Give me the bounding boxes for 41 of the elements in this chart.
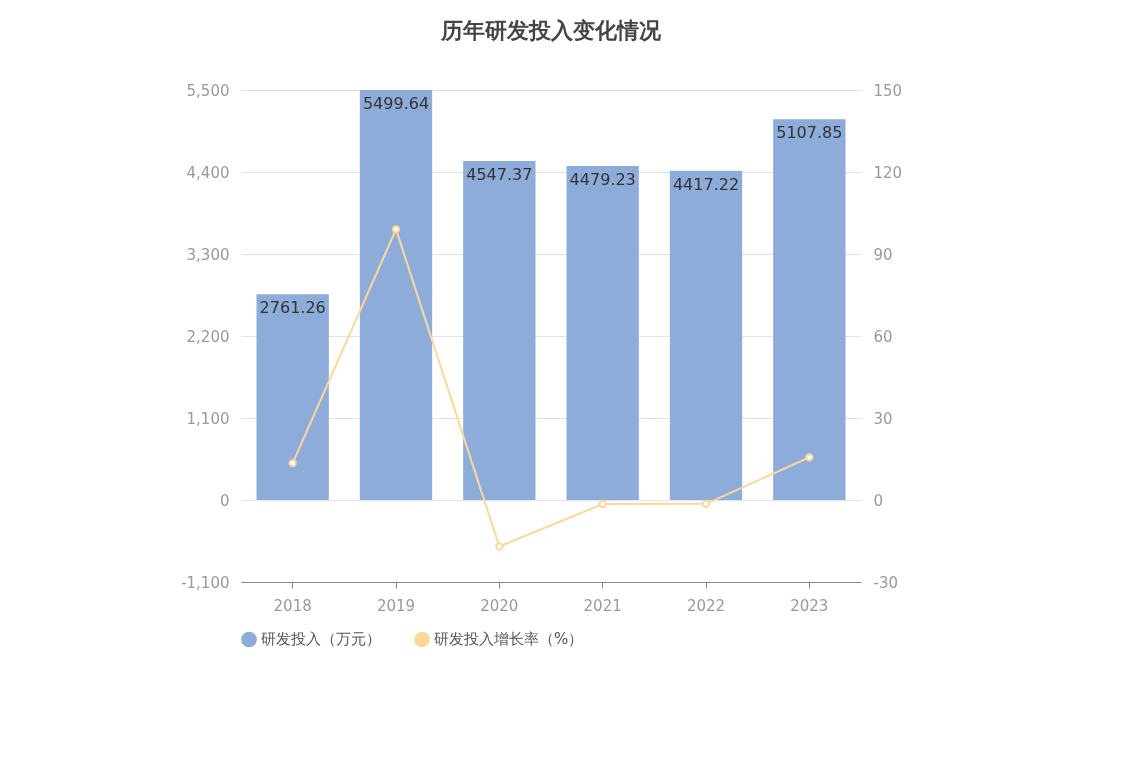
point (288, 458, 297, 468)
y2-tick-label: 30 (873, 409, 893, 428)
y2-tick-label: -30 (873, 573, 898, 592)
y2-tick-label: 150 (873, 81, 903, 100)
x-tick-label: 2019 (376, 596, 416, 615)
data-label: 2761.26 (259, 298, 326, 318)
data-label: 4479.23 (569, 170, 636, 190)
point (805, 453, 814, 462)
bar (566, 166, 639, 500)
point (495, 542, 504, 551)
point (701, 499, 711, 508)
legend-label: 研发投入增长率（%） (434, 630, 584, 649)
y-tick-label: 0 (219, 491, 230, 510)
data-label: 4547.37 (466, 165, 533, 185)
y2-tick-label: 60 (873, 327, 893, 346)
point (391, 225, 401, 234)
x-tick-label: 2018 (273, 596, 312, 615)
data-label: 5499.64 (362, 94, 430, 114)
chart-title: 历年研发投入变化情况 (440, 18, 662, 43)
point (598, 499, 607, 509)
data-label: 4417.22 (672, 174, 740, 194)
data-label: 5107.85 (776, 123, 843, 143)
bar (669, 170, 743, 500)
x-tick-label: 2020 (480, 596, 519, 615)
y-tick-label: 4,400 (186, 163, 230, 182)
legend-label: 研发投入（万元） (261, 630, 381, 649)
y-tick-label: -1,100 (181, 573, 230, 592)
x-tick-label: 2021 (583, 596, 622, 615)
x-tick-label: 2022 (686, 596, 726, 615)
x-tick-label: 2023 (790, 596, 829, 615)
bar (359, 90, 433, 500)
y-tick-label: 1,100 (186, 409, 230, 428)
bar (256, 294, 329, 500)
y-tick-label: 5,500 (186, 81, 230, 100)
y2-tick-label: 120 (873, 163, 903, 182)
y-tick-label: 2,200 (186, 327, 230, 346)
y2-tick-label: 90 (873, 245, 893, 264)
bar (463, 161, 536, 500)
y-tick-label: 3,300 (186, 245, 230, 264)
y2-tick-label: 0 (873, 491, 884, 510)
bar (773, 119, 846, 500)
